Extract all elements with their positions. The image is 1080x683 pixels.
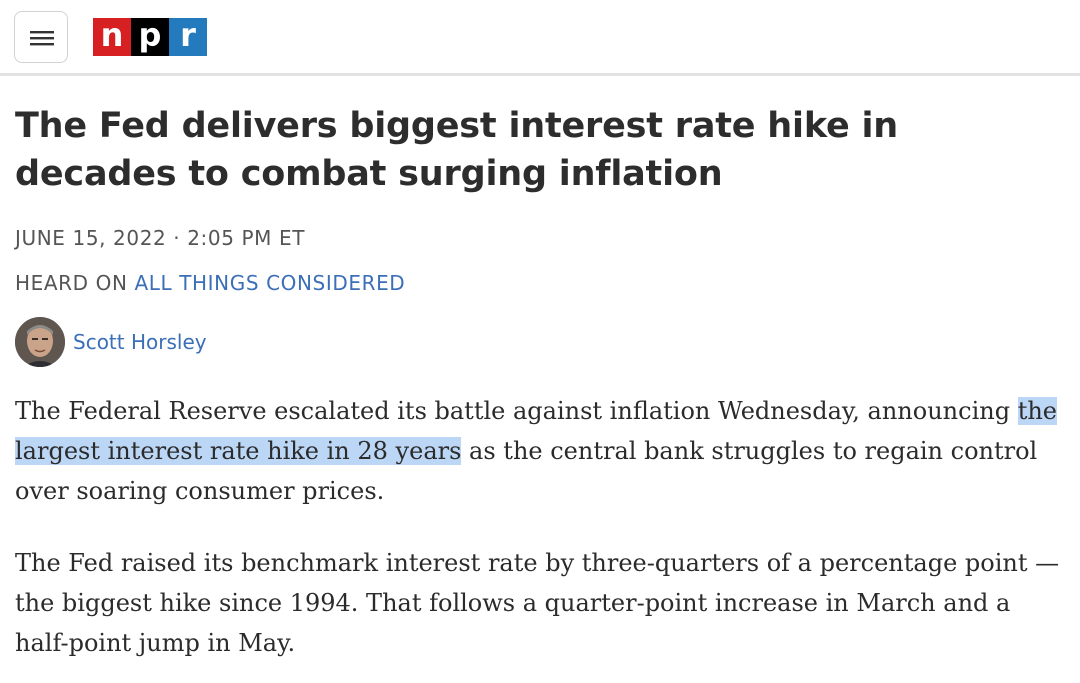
heard-on-prefix: HEARD ON [15,271,135,295]
program-link[interactable]: ALL THINGS CONSIDERED [134,271,406,295]
article-dateline: JUNE 15, 2022 · 2:05 PM ET [15,226,306,250]
hamburger-menu-icon [30,31,54,46]
logo-letter-r: r [169,18,207,56]
author-link[interactable]: Scott Horsley [73,330,207,354]
author-photo [15,317,65,367]
author-avatar[interactable] [15,317,65,367]
byline: Scott Horsley [15,317,207,367]
article-paragraph-2: The Fed raised its benchmark interest ra… [15,549,1060,657]
article-paragraph-1: The Federal Reserve escalated its battle… [15,391,1065,511]
npr-logo[interactable]: n p r [93,18,207,56]
logo-letter-n: n [93,18,131,56]
logo-letter-p: p [131,18,169,56]
article-title: The Fed delivers biggest interest rate h… [15,106,898,194]
paragraph-1-text-before: The Federal Reserve escalated its battle… [15,397,1018,425]
heard-on-line: HEARD ON ALL THINGS CONSIDERED [15,271,405,295]
menu-button[interactable] [14,11,68,63]
site-header: n p r [0,0,1080,76]
paragraph-1-text-after: as the central bank struggles to regain … [15,437,1038,505]
